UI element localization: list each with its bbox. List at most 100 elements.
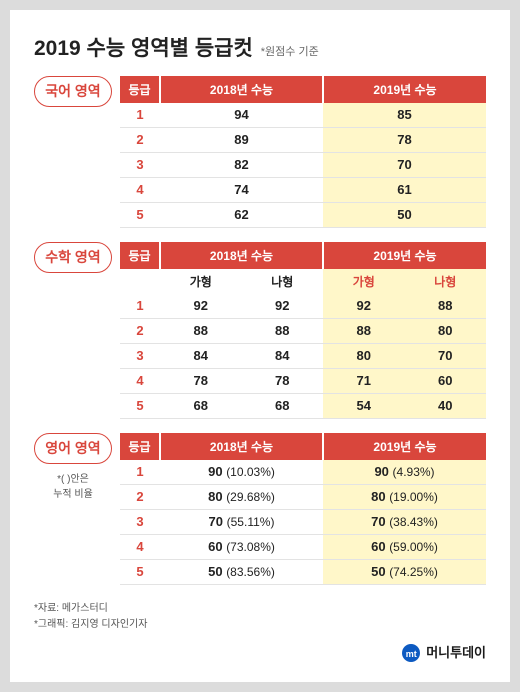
cell-2019: 50 [323, 203, 486, 228]
cell-grade: 1 [120, 294, 160, 319]
th-grade: 등급 [120, 433, 160, 460]
cell-2019: 85 [323, 103, 486, 128]
title-subnote: *원점수 기준 [261, 43, 319, 59]
th-2018: 2018년 수능 [160, 76, 323, 103]
val: 80 [208, 489, 222, 504]
val: 50 [208, 564, 222, 579]
brand-logo-icon: mt [402, 644, 420, 662]
cell-ga19: 54 [323, 394, 405, 419]
cell-2019: 70 (38.43%) [323, 510, 486, 535]
pct: (4.93%) [393, 465, 435, 479]
cell-na19: 40 [405, 394, 487, 419]
cell-2018: 60 (73.08%) [160, 535, 323, 560]
cell-grade: 3 [120, 510, 160, 535]
table-row: 1 90 (10.03%) 90 (4.93%) [120, 460, 486, 485]
badge-math: 수학 영역 [34, 242, 112, 273]
th-ga18: 가형 [160, 269, 242, 294]
cell-grade: 5 [120, 560, 160, 585]
cell-grade: 2 [120, 485, 160, 510]
cell-grade: 1 [120, 460, 160, 485]
cell-2018: 70 (55.11%) [160, 510, 323, 535]
cell-2018: 62 [160, 203, 323, 228]
cell-ga19: 92 [323, 294, 405, 319]
cell-2019: 80 (19.00%) [323, 485, 486, 510]
th-na19: 나형 [405, 269, 487, 294]
table-row: 3 82 70 [120, 153, 486, 178]
cell-2018: 94 [160, 103, 323, 128]
brand-text: 머니투데이 [426, 643, 486, 664]
table-row: 4 60 (73.08%) 60 (59.00%) [120, 535, 486, 560]
th-ga19: 가형 [323, 269, 405, 294]
val: 60 [208, 539, 222, 554]
table-row: 4 74 61 [120, 178, 486, 203]
table-row: 5 62 50 [120, 203, 486, 228]
pct: (29.68%) [226, 490, 275, 504]
cell-na18: 68 [242, 394, 324, 419]
cell-ga19: 71 [323, 369, 405, 394]
cell-ga18: 88 [160, 319, 242, 344]
val: 90 [374, 464, 388, 479]
brand-logo-text: mt [406, 647, 417, 661]
cell-na19: 70 [405, 344, 487, 369]
table-row: 5 68 68 54 40 [120, 394, 486, 419]
pct: (59.00%) [389, 540, 438, 554]
cell-grade: 4 [120, 535, 160, 560]
pct: (73.08%) [226, 540, 275, 554]
cell-na19: 60 [405, 369, 487, 394]
section-math: 수학 영역 등급 2018년 수능 2019년 수능 가형 나형 [34, 242, 486, 419]
th-2018: 2018년 수능 [160, 242, 323, 269]
cell-na18: 84 [242, 344, 324, 369]
cell-ga18: 84 [160, 344, 242, 369]
footer-source: *자료: 메가스터디 [34, 601, 486, 617]
cell-2019: 50 (74.25%) [323, 560, 486, 585]
cell-ga18: 78 [160, 369, 242, 394]
cell-2018: 82 [160, 153, 323, 178]
title-row: 2019 수능 영역별 등급컷 *원점수 기준 [34, 32, 486, 62]
th-blank [120, 269, 160, 294]
footer-credit: *그래픽: 김지영 디자인기자 [34, 617, 486, 633]
pct: (38.43%) [389, 515, 438, 529]
cell-na19: 80 [405, 319, 487, 344]
cell-2018: 74 [160, 178, 323, 203]
val: 50 [371, 564, 385, 579]
table-english: 등급 2018년 수능 2019년 수능 1 90 (10.03%) 90 (4… [120, 433, 486, 585]
table-row: 2 88 88 88 80 [120, 319, 486, 344]
table-row: 4 78 78 71 60 [120, 369, 486, 394]
val: 70 [209, 514, 223, 529]
cell-2019: 70 [323, 153, 486, 178]
val: 60 [371, 539, 385, 554]
cell-na19: 88 [405, 294, 487, 319]
table-row: 2 80 (29.68%) 80 (19.00%) [120, 485, 486, 510]
pct: (10.03%) [226, 465, 275, 479]
th-2019: 2019년 수능 [323, 242, 486, 269]
cell-2019: 90 (4.93%) [323, 460, 486, 485]
cell-ga18: 68 [160, 394, 242, 419]
cell-na18: 78 [242, 369, 324, 394]
cell-2018: 89 [160, 128, 323, 153]
th-2019: 2019년 수능 [323, 433, 486, 460]
section-korean: 국어 영역 등급 2018년 수능 2019년 수능 1 94 [34, 76, 486, 228]
pct: (74.25%) [389, 565, 438, 579]
th-grade: 등급 [120, 242, 160, 269]
footer: *자료: 메가스터디 *그래픽: 김지영 디자인기자 mt 머니투데이 [34, 601, 486, 664]
cell-2019: 78 [323, 128, 486, 153]
cell-ga19: 88 [323, 319, 405, 344]
cell-grade: 3 [120, 344, 160, 369]
pct: (55.11%) [227, 515, 275, 529]
th-na18: 나형 [242, 269, 324, 294]
section-english: 영어 영역 *( )안은 누적 비율 등급 2018년 수능 2019년 수능 [34, 433, 486, 585]
pct: (19.00%) [389, 490, 438, 504]
val: 70 [371, 514, 385, 529]
th-grade: 등급 [120, 76, 160, 103]
th-2018: 2018년 수능 [160, 433, 323, 460]
table-row: 3 70 (55.11%) 70 (38.43%) [120, 510, 486, 535]
cell-2019: 60 (59.00%) [323, 535, 486, 560]
cell-na18: 92 [242, 294, 324, 319]
cell-2018: 50 (83.56%) [160, 560, 323, 585]
cell-grade: 4 [120, 178, 160, 203]
th-2019: 2019년 수능 [323, 76, 486, 103]
val: 80 [371, 489, 385, 504]
cell-2018: 90 (10.03%) [160, 460, 323, 485]
val: 90 [208, 464, 222, 479]
cell-grade: 2 [120, 319, 160, 344]
